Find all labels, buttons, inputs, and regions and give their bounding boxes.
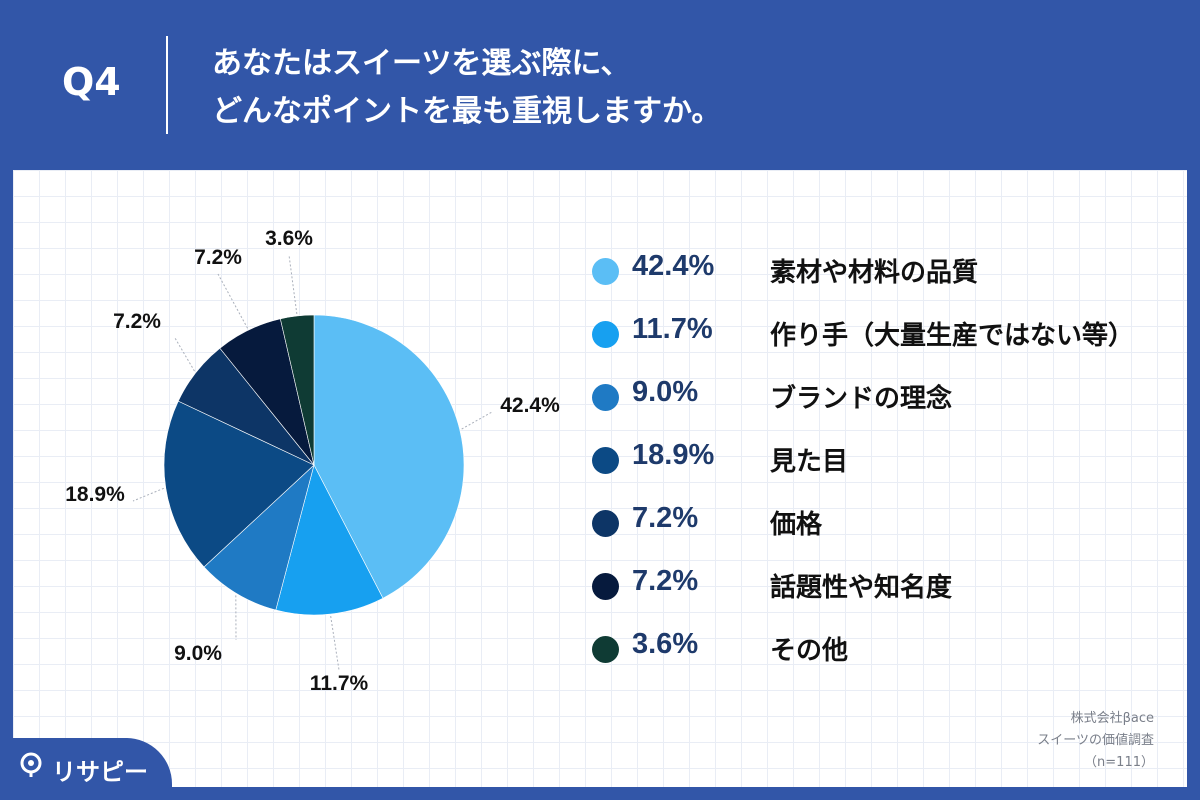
pie-slice [203,464,315,611]
legend-percentage: 18.9% [632,439,715,471]
header: Q4 あなたはスイーツを選ぶ際に、 どんなポイントを最も重視しますか。 [0,0,1200,165]
legend-swatch [592,384,619,411]
legend-item: 11.7% 作り手（大量生産ではない等） [592,311,1192,374]
legend-label: ブランドの理念 [770,384,953,414]
legend-swatch [592,636,619,663]
pie-slice [313,314,465,599]
question-line-1: あなたはスイーツを選ぶ際に、 [212,46,631,81]
source-note: 株式会社βace スイーツの価値調査 （n=111） [1037,708,1154,774]
pie-slice [275,464,384,616]
slice-data-label: 3.6% [265,227,313,250]
leader-line [217,273,248,329]
legend-item: 18.9% 見た目 [592,437,1192,500]
leader-line [461,411,493,430]
question-text: あなたはスイーツを選ぶ際に、 どんなポイントを最も重視しますか。 [212,40,721,136]
legend-percentage: 7.2% [632,502,699,534]
slice-data-label: 9.0% [174,642,222,665]
legend-item: 7.2% 話題性や知名度 [592,563,1192,626]
legend-percentage: 42.4% [632,250,715,282]
legend-percentage: 9.0% [632,376,699,408]
pie-slice [163,400,315,568]
logo-text: リサピー [52,758,148,786]
header-divider [166,36,168,134]
legend-label: その他 [770,636,849,666]
leader-line [132,487,164,502]
slice-data-label: 18.9% [65,483,125,506]
slice-data-label: 11.7% [310,672,369,695]
source-company: 株式会社βace [1070,711,1154,726]
legend: 42.4% 素材や材料の品質 11.7% 作り手（大量生産ではない等） 9.0% ブランド… [592,248,1192,689]
legend-label: 作り手（大量生産ではない等） [770,321,1135,351]
legend-swatch [592,258,619,285]
legend-item: 7.2% 価格 [592,500,1192,563]
leader-line [330,616,340,671]
legend-label: 価格 [770,510,823,540]
question-line-2: どんなポイントを最も重視しますか。 [212,94,722,129]
leader-line [174,337,195,372]
slice-data-label: 7.2% [113,310,161,333]
pin-icon [20,752,42,777]
legend-swatch [592,447,619,474]
legend-percentage: 3.6% [632,628,699,660]
slice-data-label: 7.2% [194,246,242,269]
legend-label: 素材や材料の品質 [770,258,979,288]
source-survey: スイーツの価値調査 [1037,733,1154,748]
legend-item: 3.6% その他 [592,626,1192,689]
legend-swatch [592,573,619,600]
logo: リサピー [0,738,172,800]
legend-item: 9.0% ブランドの理念 [592,374,1192,437]
legend-item: 42.4% 素材や材料の品質 [592,248,1192,311]
legend-percentage: 11.7% [632,313,713,345]
legend-swatch [592,510,619,537]
pie-slice [279,314,315,466]
source-sample-size: （n=111） [1084,755,1154,770]
legend-percentage: 7.2% [632,565,699,597]
leader-line [288,254,298,315]
legend-swatch [592,321,619,348]
legend-label: 見た目 [770,447,849,477]
question-number: Q4 [62,60,121,104]
legend-label: 話題性や知名度 [770,573,953,603]
slice-data-label: 42.4% [500,394,560,417]
